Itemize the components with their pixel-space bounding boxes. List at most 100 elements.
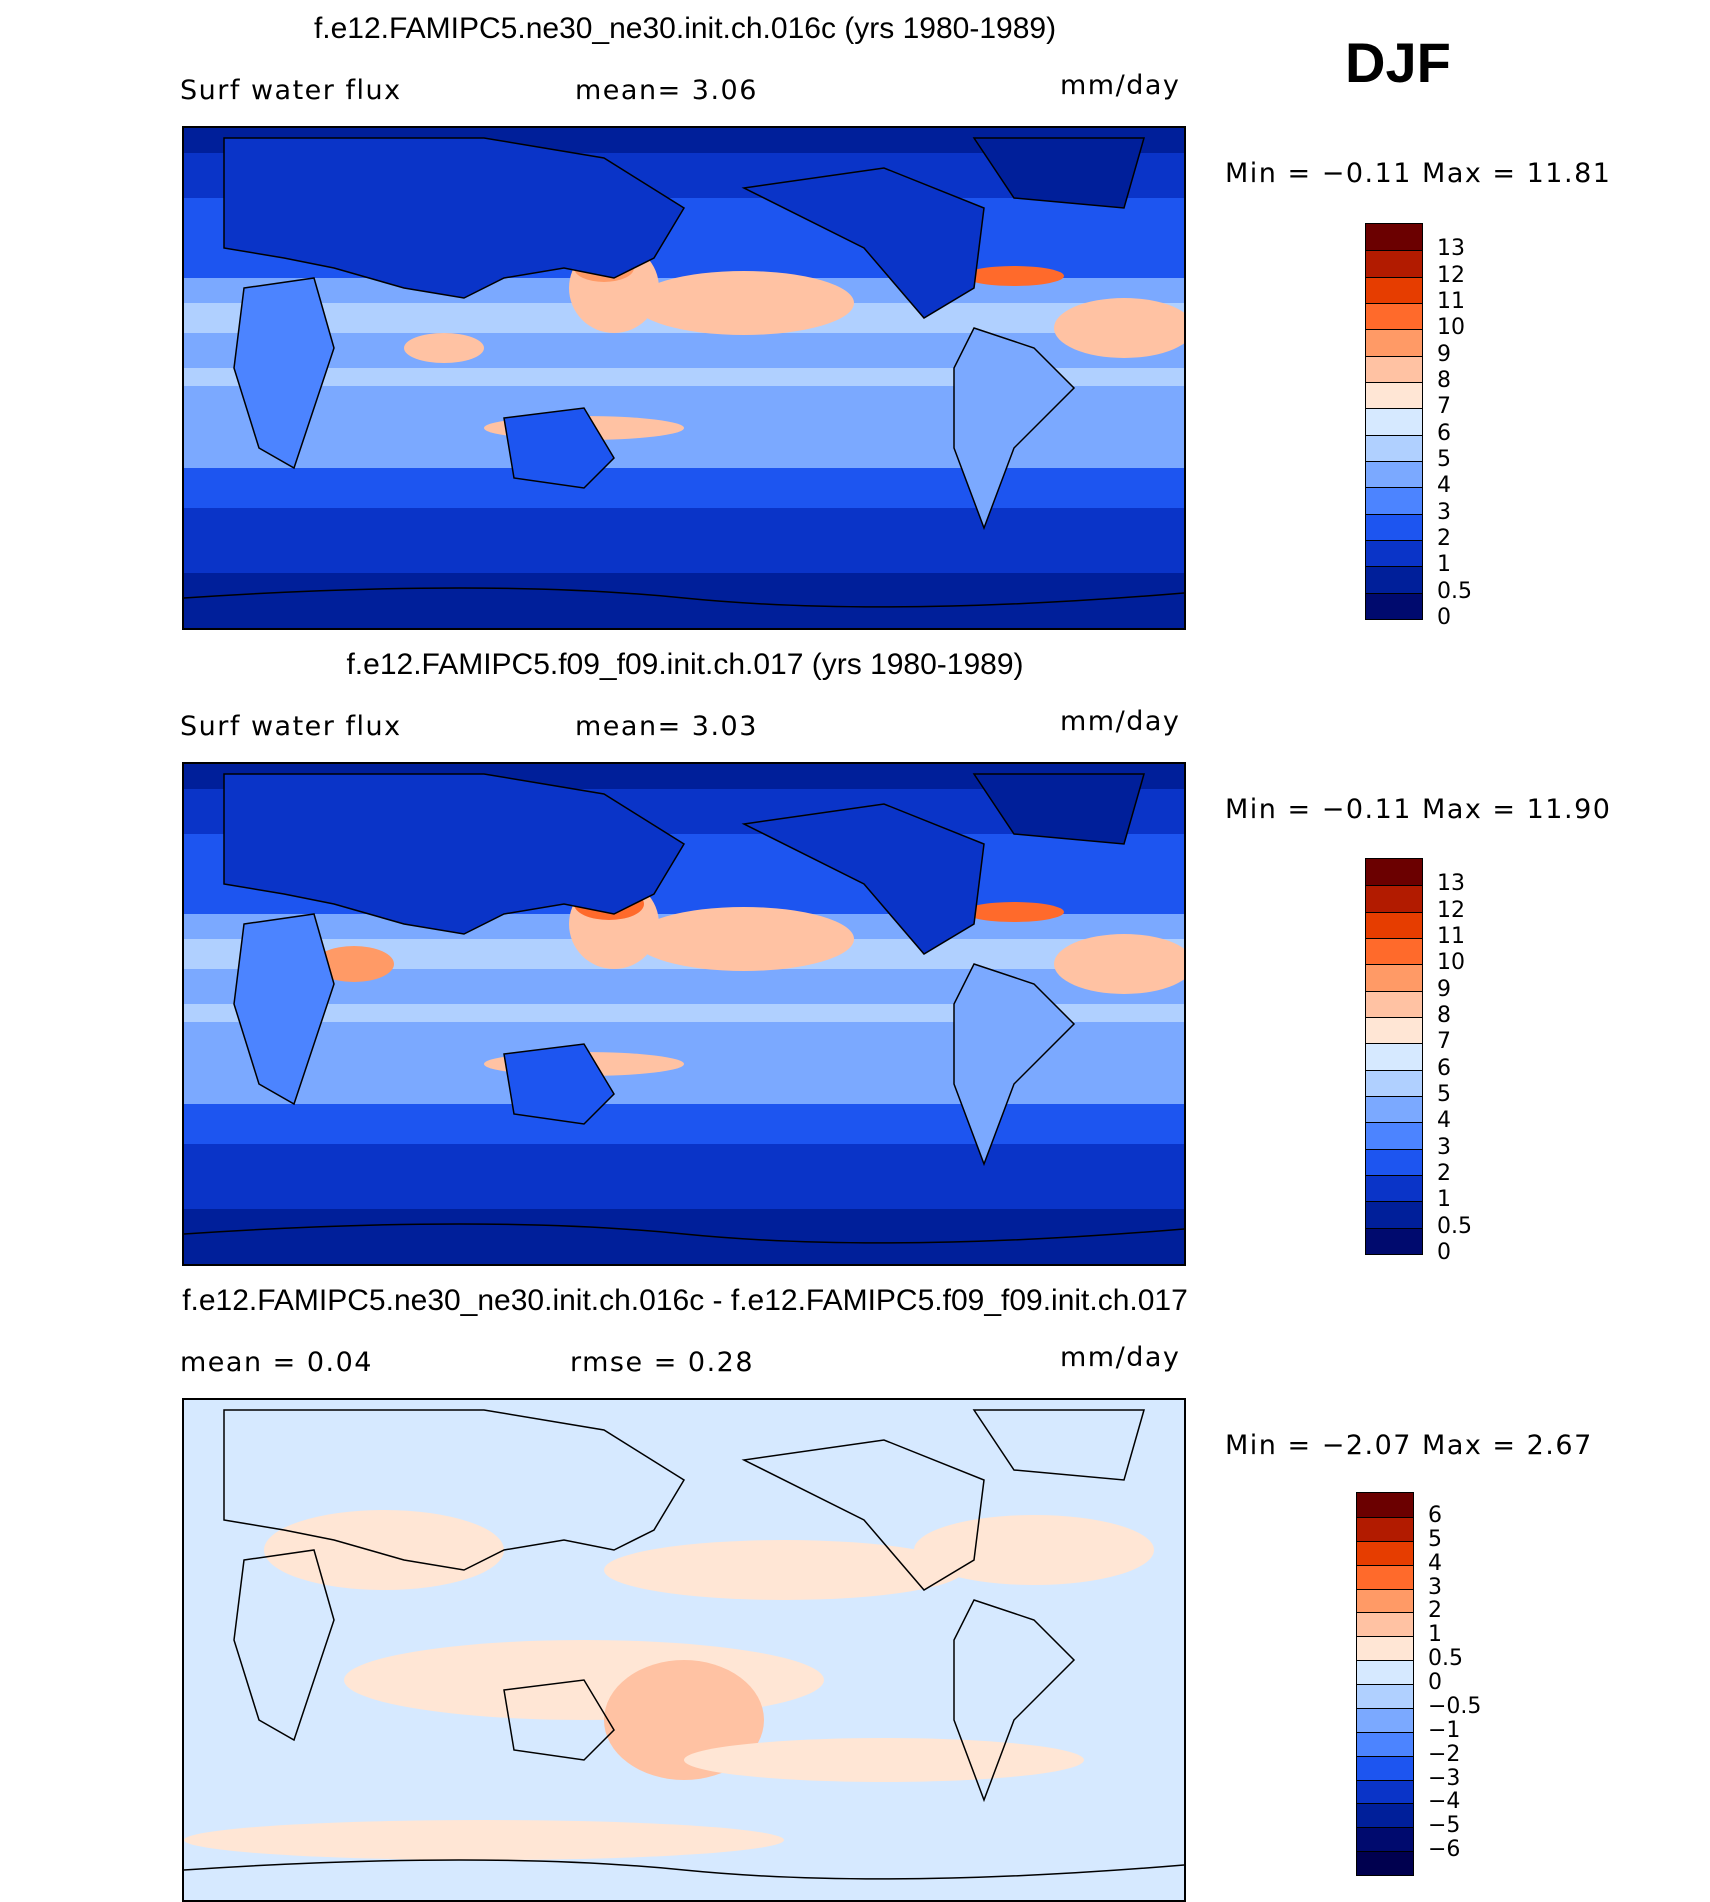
colorbar-swatch xyxy=(1366,938,1422,965)
colorbar-tick-label: 11 xyxy=(1437,289,1465,314)
colorbar-swatch xyxy=(1357,1803,1413,1828)
panel-1-min-max: Min = −0.11 Max = 11.81 xyxy=(1225,158,1612,189)
colorbar-tick-label: 1 xyxy=(1428,1622,1442,1648)
panel-1-units-label: mm/day xyxy=(1060,70,1181,101)
colorbar-tick-label: −5 xyxy=(1428,1813,1461,1839)
panel-1-variable-label: Surf water flux xyxy=(180,75,402,106)
colorbar-swatch xyxy=(1366,1043,1422,1070)
colorbar-tick-label: 2 xyxy=(1428,1598,1442,1624)
colorbar-swatch xyxy=(1366,276,1422,303)
panel-3-units-label: mm/day xyxy=(1060,1342,1181,1373)
colorbar-tick-label: 12 xyxy=(1437,897,1465,923)
colorbar-tick-label: −3 xyxy=(1428,1765,1461,1791)
colorbar-tick-label: 7 xyxy=(1437,394,1451,420)
colorbar-swatch xyxy=(1366,911,1422,938)
colorbar-swatch xyxy=(1366,303,1422,330)
colorbar-swatch xyxy=(1366,461,1422,488)
colorbar-swatch xyxy=(1357,1516,1413,1541)
colorbar-tick-label: 4 xyxy=(1437,1108,1451,1134)
colorbar-tick-label: 12 xyxy=(1437,262,1465,288)
colorbar-swatch xyxy=(1357,1779,1413,1804)
colorbar-tick-label: 13 xyxy=(1437,236,1465,262)
colorbar-swatch xyxy=(1366,487,1422,514)
panel-1-colorbar xyxy=(1365,223,1423,620)
colorbar-swatch xyxy=(1357,1636,1413,1661)
colorbar-tick-label: 9 xyxy=(1437,341,1451,367)
colorbar-tick-label: 0.5 xyxy=(1428,1646,1463,1672)
colorbar-swatch xyxy=(1366,990,1422,1017)
colorbar-swatch xyxy=(1366,1122,1422,1149)
colorbar-swatch xyxy=(1366,1175,1422,1202)
colorbar-tick-label: 13 xyxy=(1437,871,1465,897)
colorbar-swatch xyxy=(1357,1731,1413,1756)
colorbar-swatch xyxy=(1366,1017,1422,1044)
colorbar-tick-label: 1 xyxy=(1437,552,1451,578)
colorbar-tick-label: 0.5 xyxy=(1437,1213,1472,1239)
colorbar-swatch xyxy=(1366,1227,1422,1254)
colorbar-swatch xyxy=(1366,1201,1422,1228)
colorbar-swatch xyxy=(1357,1612,1413,1637)
colorbar-swatch xyxy=(1357,1564,1413,1589)
colorbar-swatch xyxy=(1357,1684,1413,1708)
panel-3-colorbar xyxy=(1356,1492,1414,1876)
colorbar-swatch xyxy=(1357,1588,1413,1613)
colorbar-tick-label: 3 xyxy=(1437,499,1451,525)
colorbar-swatch xyxy=(1357,1707,1413,1732)
panel-3-map xyxy=(182,1398,1186,1902)
panel-1-title: f.e12.FAMIPC5.ne30_ne30.init.ch.016c (yr… xyxy=(313,12,1057,45)
colorbar-swatch xyxy=(1366,513,1422,540)
colorbar-swatch xyxy=(1357,1755,1413,1780)
colorbar-tick-label: 11 xyxy=(1437,924,1465,949)
colorbar-swatch xyxy=(1366,566,1422,593)
panel-3-rmse-label: rmse = 0.28 xyxy=(570,1347,755,1378)
colorbar-tick-label: 0 xyxy=(1428,1670,1442,1695)
colorbar-swatch xyxy=(1357,1540,1413,1565)
panel-3-title: f.e12.FAMIPC5.ne30_ne30.init.ch.016c - f… xyxy=(182,1284,1188,1317)
colorbar-tick-label: 6 xyxy=(1437,1055,1451,1081)
colorbar-tick-label: 10 xyxy=(1437,950,1465,976)
colorbar-swatch xyxy=(1366,964,1422,991)
colorbar-tick-label: 6 xyxy=(1437,420,1451,446)
colorbar-swatch xyxy=(1366,1069,1422,1096)
colorbar-tick-label: −2 xyxy=(1428,1741,1461,1767)
panel-2-colorbar xyxy=(1365,858,1423,1255)
panel-2-mean-label: mean= 3.03 xyxy=(575,711,758,742)
colorbar-tick-label: 5 xyxy=(1437,447,1451,472)
colorbar-tick-label: 0.5 xyxy=(1437,578,1472,604)
panel-3-min-max: Min = −2.07 Max = 2.67 xyxy=(1225,1430,1593,1461)
colorbar-tick-label: 8 xyxy=(1437,368,1451,393)
panel-2-min-max: Min = −0.11 Max = 11.90 xyxy=(1225,794,1612,825)
colorbar-tick-label: 8 xyxy=(1437,1003,1451,1028)
colorbar-swatch xyxy=(1357,1827,1413,1852)
colorbar-tick-label: 5 xyxy=(1437,1082,1451,1107)
panel-2-title: f.e12.FAMIPC5.f09_f09.init.ch.017 (yrs 1… xyxy=(346,648,1024,681)
panel-1-mean-label: mean= 3.06 xyxy=(575,75,758,106)
colorbar-tick-label: 1 xyxy=(1437,1187,1451,1213)
colorbar-tick-label: −0.5 xyxy=(1428,1693,1482,1719)
colorbar-tick-label: −4 xyxy=(1428,1789,1461,1815)
colorbar-tick-label: 7 xyxy=(1437,1029,1451,1055)
colorbar-swatch xyxy=(1357,1493,1413,1517)
colorbar-tick-label: 4 xyxy=(1428,1550,1442,1576)
panel-2-map xyxy=(182,762,1186,1266)
colorbar-swatch xyxy=(1366,1096,1422,1123)
colorbar-tick-label: −6 xyxy=(1428,1837,1461,1863)
colorbar-tick-label: 5 xyxy=(1428,1526,1442,1552)
colorbar-swatch xyxy=(1366,592,1422,619)
colorbar-swatch xyxy=(1366,408,1422,435)
season-label: DJF xyxy=(1345,31,1451,94)
colorbar-tick-label: −1 xyxy=(1428,1717,1461,1743)
colorbar-tick-label: 3 xyxy=(1428,1574,1442,1600)
colorbar-swatch xyxy=(1357,1851,1413,1875)
colorbar-swatch xyxy=(1357,1660,1413,1684)
colorbar-swatch xyxy=(1366,540,1422,567)
colorbar-swatch xyxy=(1366,859,1422,886)
colorbar-swatch xyxy=(1366,355,1422,382)
colorbar-swatch xyxy=(1366,1148,1422,1175)
colorbar-swatch xyxy=(1366,329,1422,356)
colorbar-tick-label: 0 xyxy=(1437,605,1451,630)
colorbar-tick-label: 9 xyxy=(1437,976,1451,1002)
panel-2-units-label: mm/day xyxy=(1060,706,1181,737)
colorbar-swatch xyxy=(1366,434,1422,461)
panel-1-map xyxy=(182,126,1186,630)
